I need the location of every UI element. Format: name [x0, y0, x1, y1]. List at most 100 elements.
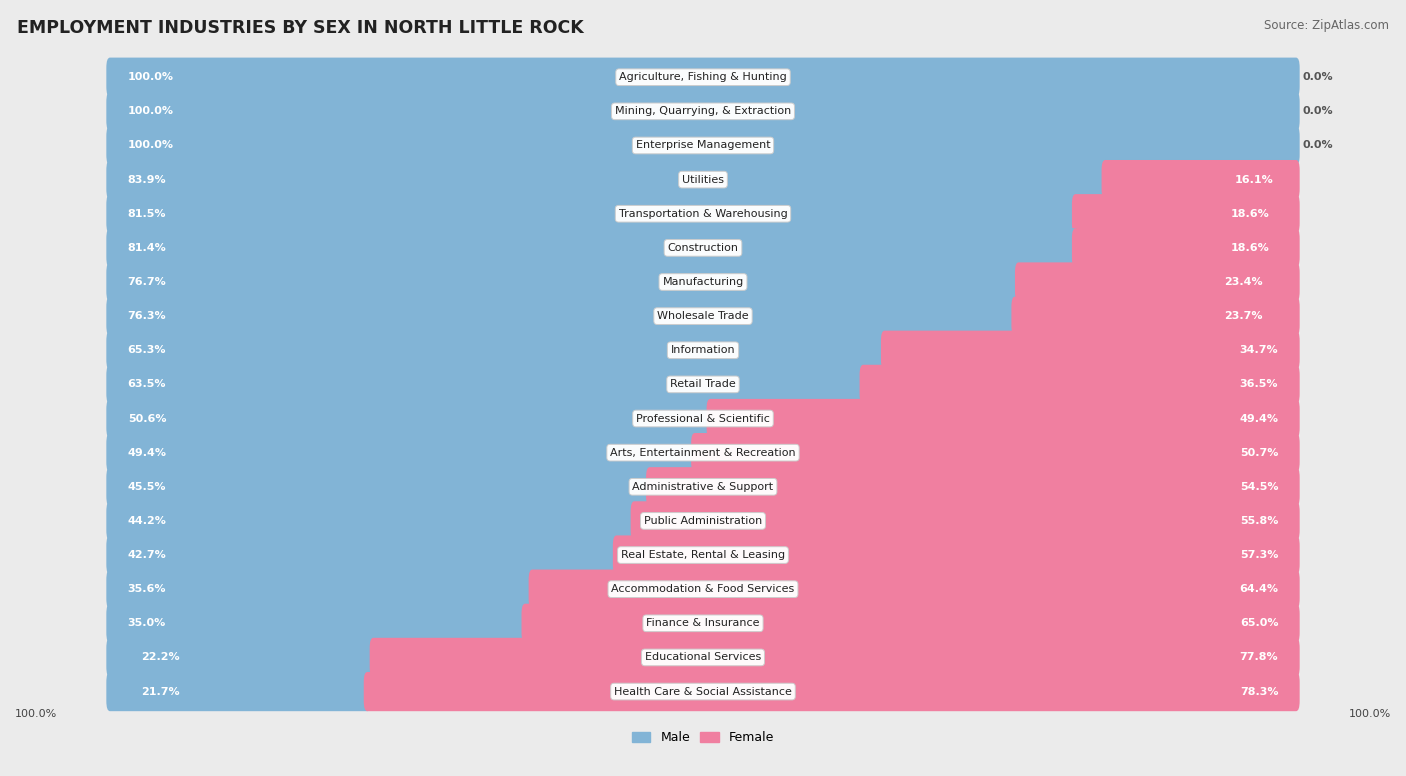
Text: Transportation & Warehousing: Transportation & Warehousing [619, 209, 787, 219]
Text: Professional & Scientific: Professional & Scientific [636, 414, 770, 424]
Text: 100.0%: 100.0% [128, 106, 174, 116]
Text: 63.5%: 63.5% [128, 379, 166, 390]
FancyBboxPatch shape [110, 608, 1296, 639]
Text: 55.8%: 55.8% [1240, 516, 1278, 526]
FancyBboxPatch shape [110, 95, 1296, 127]
FancyBboxPatch shape [110, 573, 1296, 605]
Text: 45.5%: 45.5% [128, 482, 166, 492]
FancyBboxPatch shape [110, 266, 1296, 298]
FancyBboxPatch shape [110, 334, 1296, 366]
FancyBboxPatch shape [107, 570, 536, 609]
Text: 78.3%: 78.3% [1240, 687, 1278, 697]
Text: 100.0%: 100.0% [1348, 708, 1391, 719]
FancyBboxPatch shape [882, 331, 1299, 370]
FancyBboxPatch shape [110, 642, 1296, 673]
FancyBboxPatch shape [110, 505, 1296, 537]
Text: Construction: Construction [668, 243, 738, 253]
Text: 0.0%: 0.0% [1302, 106, 1333, 116]
Text: 65.3%: 65.3% [128, 345, 166, 355]
Text: 16.1%: 16.1% [1234, 175, 1274, 185]
FancyBboxPatch shape [110, 471, 1296, 503]
Text: Agriculture, Fishing & Hunting: Agriculture, Fishing & Hunting [619, 72, 787, 82]
FancyBboxPatch shape [107, 92, 1299, 131]
Text: 76.3%: 76.3% [128, 311, 166, 321]
FancyBboxPatch shape [1071, 228, 1299, 268]
FancyBboxPatch shape [110, 539, 1296, 570]
Text: 57.3%: 57.3% [1240, 550, 1278, 560]
FancyBboxPatch shape [107, 296, 1018, 336]
Text: 23.7%: 23.7% [1223, 311, 1263, 321]
FancyBboxPatch shape [613, 535, 1299, 575]
Text: EMPLOYMENT INDUSTRIES BY SEX IN NORTH LITTLE ROCK: EMPLOYMENT INDUSTRIES BY SEX IN NORTH LI… [17, 19, 583, 37]
FancyBboxPatch shape [107, 365, 866, 404]
Text: Mining, Quarrying, & Extraction: Mining, Quarrying, & Extraction [614, 106, 792, 116]
FancyBboxPatch shape [110, 232, 1296, 264]
Text: 22.2%: 22.2% [142, 653, 180, 663]
FancyBboxPatch shape [107, 672, 371, 711]
FancyBboxPatch shape [107, 57, 1299, 97]
Text: 35.6%: 35.6% [128, 584, 166, 594]
FancyBboxPatch shape [107, 331, 889, 370]
FancyBboxPatch shape [707, 399, 1299, 438]
Text: 35.0%: 35.0% [128, 618, 166, 629]
FancyBboxPatch shape [529, 570, 1299, 609]
Text: Administrative & Support: Administrative & Support [633, 482, 773, 492]
FancyBboxPatch shape [107, 638, 377, 677]
Text: Wholesale Trade: Wholesale Trade [657, 311, 749, 321]
FancyBboxPatch shape [107, 228, 1078, 268]
Legend: Male, Female: Male, Female [627, 726, 779, 750]
Text: 100.0%: 100.0% [128, 72, 174, 82]
Text: Information: Information [671, 345, 735, 355]
Text: 50.6%: 50.6% [128, 414, 166, 424]
FancyBboxPatch shape [107, 194, 1080, 234]
Text: Real Estate, Rental & Leasing: Real Estate, Rental & Leasing [621, 550, 785, 560]
FancyBboxPatch shape [107, 262, 1024, 302]
Text: 0.0%: 0.0% [1302, 72, 1333, 82]
FancyBboxPatch shape [107, 126, 1299, 165]
Text: 0.0%: 0.0% [1302, 140, 1333, 151]
FancyBboxPatch shape [107, 433, 699, 473]
Text: 65.0%: 65.0% [1240, 618, 1278, 629]
Text: Retail Trade: Retail Trade [671, 379, 735, 390]
Text: 49.4%: 49.4% [128, 448, 167, 458]
Text: 54.5%: 54.5% [1240, 482, 1278, 492]
FancyBboxPatch shape [1015, 262, 1299, 302]
Text: 50.7%: 50.7% [1240, 448, 1278, 458]
Text: 18.6%: 18.6% [1230, 209, 1270, 219]
Text: 81.4%: 81.4% [128, 243, 166, 253]
Text: 21.7%: 21.7% [141, 687, 180, 697]
Text: 100.0%: 100.0% [15, 708, 58, 719]
FancyBboxPatch shape [1101, 160, 1299, 199]
FancyBboxPatch shape [110, 369, 1296, 400]
Text: Arts, Entertainment & Recreation: Arts, Entertainment & Recreation [610, 448, 796, 458]
Text: 83.9%: 83.9% [128, 175, 166, 185]
FancyBboxPatch shape [692, 433, 1299, 473]
FancyBboxPatch shape [107, 399, 714, 438]
FancyBboxPatch shape [1071, 194, 1299, 234]
Text: Enterprise Management: Enterprise Management [636, 140, 770, 151]
Text: 76.7%: 76.7% [128, 277, 166, 287]
Text: 100.0%: 100.0% [128, 140, 174, 151]
Text: 34.7%: 34.7% [1240, 345, 1278, 355]
Text: 18.6%: 18.6% [1230, 243, 1270, 253]
Text: Source: ZipAtlas.com: Source: ZipAtlas.com [1264, 19, 1389, 33]
FancyBboxPatch shape [110, 130, 1296, 161]
FancyBboxPatch shape [110, 164, 1296, 196]
FancyBboxPatch shape [107, 501, 638, 541]
FancyBboxPatch shape [647, 467, 1299, 507]
Text: 81.5%: 81.5% [128, 209, 166, 219]
FancyBboxPatch shape [859, 365, 1299, 404]
FancyBboxPatch shape [107, 160, 1109, 199]
FancyBboxPatch shape [107, 467, 654, 507]
Text: 36.5%: 36.5% [1240, 379, 1278, 390]
Text: 23.4%: 23.4% [1225, 277, 1263, 287]
FancyBboxPatch shape [522, 604, 1299, 643]
Text: Public Administration: Public Administration [644, 516, 762, 526]
Text: Educational Services: Educational Services [645, 653, 761, 663]
FancyBboxPatch shape [110, 676, 1296, 707]
FancyBboxPatch shape [370, 638, 1299, 677]
Text: Accommodation & Food Services: Accommodation & Food Services [612, 584, 794, 594]
Text: Finance & Insurance: Finance & Insurance [647, 618, 759, 629]
FancyBboxPatch shape [107, 604, 529, 643]
FancyBboxPatch shape [110, 403, 1296, 435]
